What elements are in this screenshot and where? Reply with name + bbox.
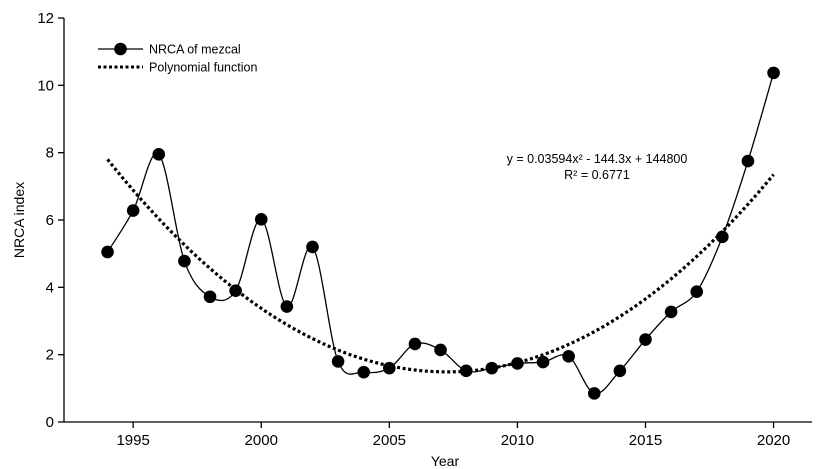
legend: NRCA of mezcal Polynomial function bbox=[98, 43, 257, 75]
y-tick-label: 8 bbox=[46, 145, 54, 162]
nrca-point bbox=[434, 343, 447, 357]
x-tick-label: 2010 bbox=[501, 432, 534, 449]
x-tick-label: 2000 bbox=[245, 432, 278, 449]
nrca-point bbox=[716, 230, 729, 244]
nrca-point bbox=[562, 350, 575, 363]
polynomial-fit-line bbox=[106, 158, 775, 374]
nrca-point bbox=[767, 66, 780, 80]
polynomial-fit-curve bbox=[106, 158, 775, 374]
nrca-point bbox=[178, 254, 191, 268]
nrca-point bbox=[690, 285, 704, 299]
axes bbox=[63, 18, 812, 423]
nrca-point bbox=[536, 355, 550, 369]
y-tick-label: 12 bbox=[37, 10, 54, 27]
nrca-point bbox=[280, 300, 294, 313]
x-ticks: 1995 2000 2005 2010 2015 2020 bbox=[116, 422, 790, 449]
nrca-point bbox=[408, 337, 422, 351]
nrca-point bbox=[511, 357, 524, 370]
nrca-point bbox=[639, 333, 652, 346]
nrca-point bbox=[152, 148, 166, 161]
x-tick-label: 2005 bbox=[373, 432, 406, 449]
nrca-point bbox=[613, 364, 627, 378]
y-tick-label: 4 bbox=[46, 279, 54, 296]
nrca-point bbox=[254, 213, 268, 226]
nrca-point bbox=[459, 364, 473, 378]
nrca-series bbox=[101, 66, 780, 400]
x-tick-label: 1995 bbox=[116, 432, 149, 449]
nrca-point bbox=[587, 387, 601, 400]
y-tick-label: 2 bbox=[46, 347, 54, 364]
nrca-point bbox=[101, 245, 114, 259]
y-axis-title: NRCA index bbox=[11, 182, 27, 258]
nrca-point bbox=[383, 361, 396, 375]
x-axis-title: Year bbox=[431, 453, 460, 469]
nrca-point bbox=[664, 305, 678, 319]
x-tick-label: 2015 bbox=[629, 432, 662, 449]
fit-equation-text: y = 0.03594x² - 144.3x + 144800 bbox=[507, 152, 688, 166]
y-tick-label: 0 bbox=[46, 414, 54, 431]
x-tick-label: 2020 bbox=[757, 432, 790, 449]
nrca-point bbox=[741, 154, 755, 168]
legend-label-nrca: NRCA of mezcal bbox=[149, 43, 241, 57]
nrca-point bbox=[229, 284, 242, 298]
fit-r-squared-text: R² = 0.6771 bbox=[564, 168, 630, 182]
fit-equation: y = 0.03594x² - 144.3x + 144800 R² = 0.6… bbox=[507, 152, 688, 182]
y-tick-label: 6 bbox=[46, 212, 54, 229]
nrca-point bbox=[126, 204, 140, 217]
legend-marker-nrca bbox=[114, 42, 127, 56]
nrca-point bbox=[357, 365, 371, 379]
nrca-point bbox=[485, 361, 499, 375]
nrca-point bbox=[331, 355, 345, 368]
y-ticks: 0 2 4 6 8 10 12 bbox=[37, 10, 64, 431]
legend-label-polynomial: Polynomial function bbox=[149, 61, 257, 75]
nrca-point bbox=[306, 240, 319, 254]
y-tick-label: 10 bbox=[37, 77, 54, 94]
nrca-point bbox=[203, 290, 217, 304]
